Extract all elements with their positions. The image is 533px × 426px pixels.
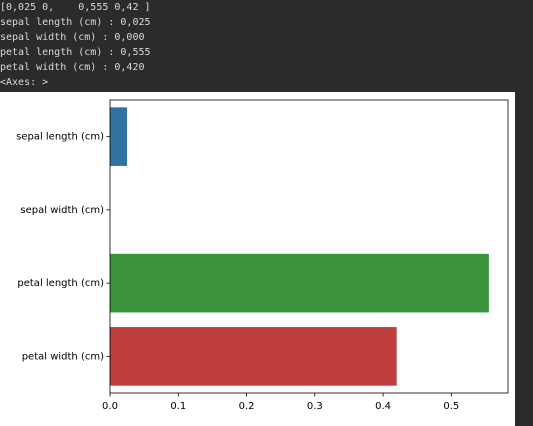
x-tick-label: 0.5 <box>443 401 459 412</box>
bar <box>110 107 128 166</box>
y-tick-label: petal length (cm) <box>17 278 104 289</box>
x-tick-label: 0.4 <box>375 401 391 412</box>
console-line: petal length (cm) : 0,555 <box>0 47 151 58</box>
bar <box>110 327 397 386</box>
y-tick-label: petal width (cm) <box>22 351 104 362</box>
x-tick-label: 0.2 <box>239 401 255 412</box>
console-line: sepal width (cm) : 0,000 <box>0 32 145 43</box>
x-tick-label: 0.1 <box>170 401 186 412</box>
console-line: <Axes: > <box>0 77 49 88</box>
console-output: [0,025 0, 0,555 0,42 ] sepal length (cm) … <box>0 0 533 90</box>
axes-frame <box>109 99 509 394</box>
bar <box>110 253 489 313</box>
console-line: sepal length (cm) : 0,025 <box>0 17 151 28</box>
x-tick-label: 0.3 <box>307 401 323 412</box>
x-tick-label: 0.0 <box>102 401 118 412</box>
y-tick-label: sepal length (cm) <box>16 132 104 143</box>
console-line: petal width (cm) : 0,420 <box>0 62 145 73</box>
console-line: [0,025 0, 0,555 0,42 ] <box>0 2 151 13</box>
y-tick-label: sepal width (cm) <box>20 205 104 216</box>
